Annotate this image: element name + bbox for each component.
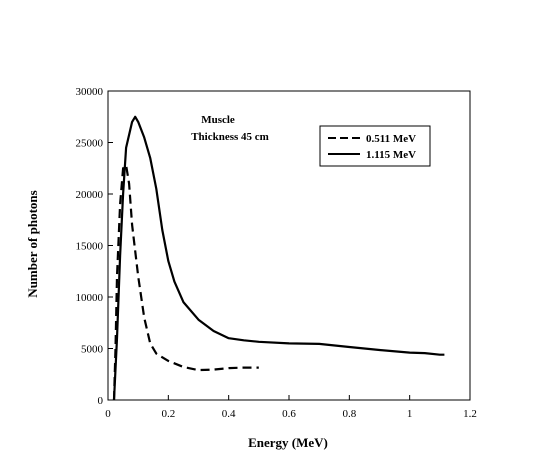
y-tick-label: 0 <box>98 395 104 407</box>
y-tick-label: 15000 <box>76 241 104 253</box>
legend-label-0-511-mev: 0.511 MeV <box>366 133 416 145</box>
x-tick-label: 0.4 <box>222 408 236 420</box>
x-tick-label: 0.2 <box>161 408 175 420</box>
y-tick-label: 5000 <box>81 344 104 356</box>
plot-area-frame <box>107 90 471 401</box>
y-tick-label: 20000 <box>76 189 104 201</box>
annotation-muscle: Muscle <box>201 114 235 126</box>
legend-box <box>319 125 431 167</box>
annotation-thickness: Thickness 45 cm <box>191 131 269 143</box>
legend: 0.511 MeV 1.115 MeV <box>319 125 431 167</box>
legend-label-1-115-mev: 1.115 MeV <box>366 149 416 161</box>
x-tick-label: 1 <box>407 408 413 420</box>
x-tick-label: 1.2 <box>463 408 477 420</box>
y-axis-ticks: 0 5000 10000 15000 20000 25000 30000 <box>76 86 113 407</box>
x-axis-ticks: 0 0.2 0.4 0.6 0.8 1 1.2 <box>105 395 477 420</box>
series-layer <box>112 115 445 401</box>
x-tick-label: 0 <box>105 408 111 420</box>
y-tick-label: 25000 <box>76 138 104 150</box>
series-line-0-511-mev <box>112 164 259 401</box>
series-line-1-115-mev <box>112 115 445 401</box>
x-axis-title: Energy (MeV) <box>248 435 328 450</box>
x-tick-label: 0.8 <box>342 408 356 420</box>
y-tick-label: 10000 <box>76 292 104 304</box>
y-axis-title: Number of photons <box>25 190 40 297</box>
x-tick-label: 0.6 <box>282 408 296 420</box>
y-tick-label: 30000 <box>76 86 104 98</box>
